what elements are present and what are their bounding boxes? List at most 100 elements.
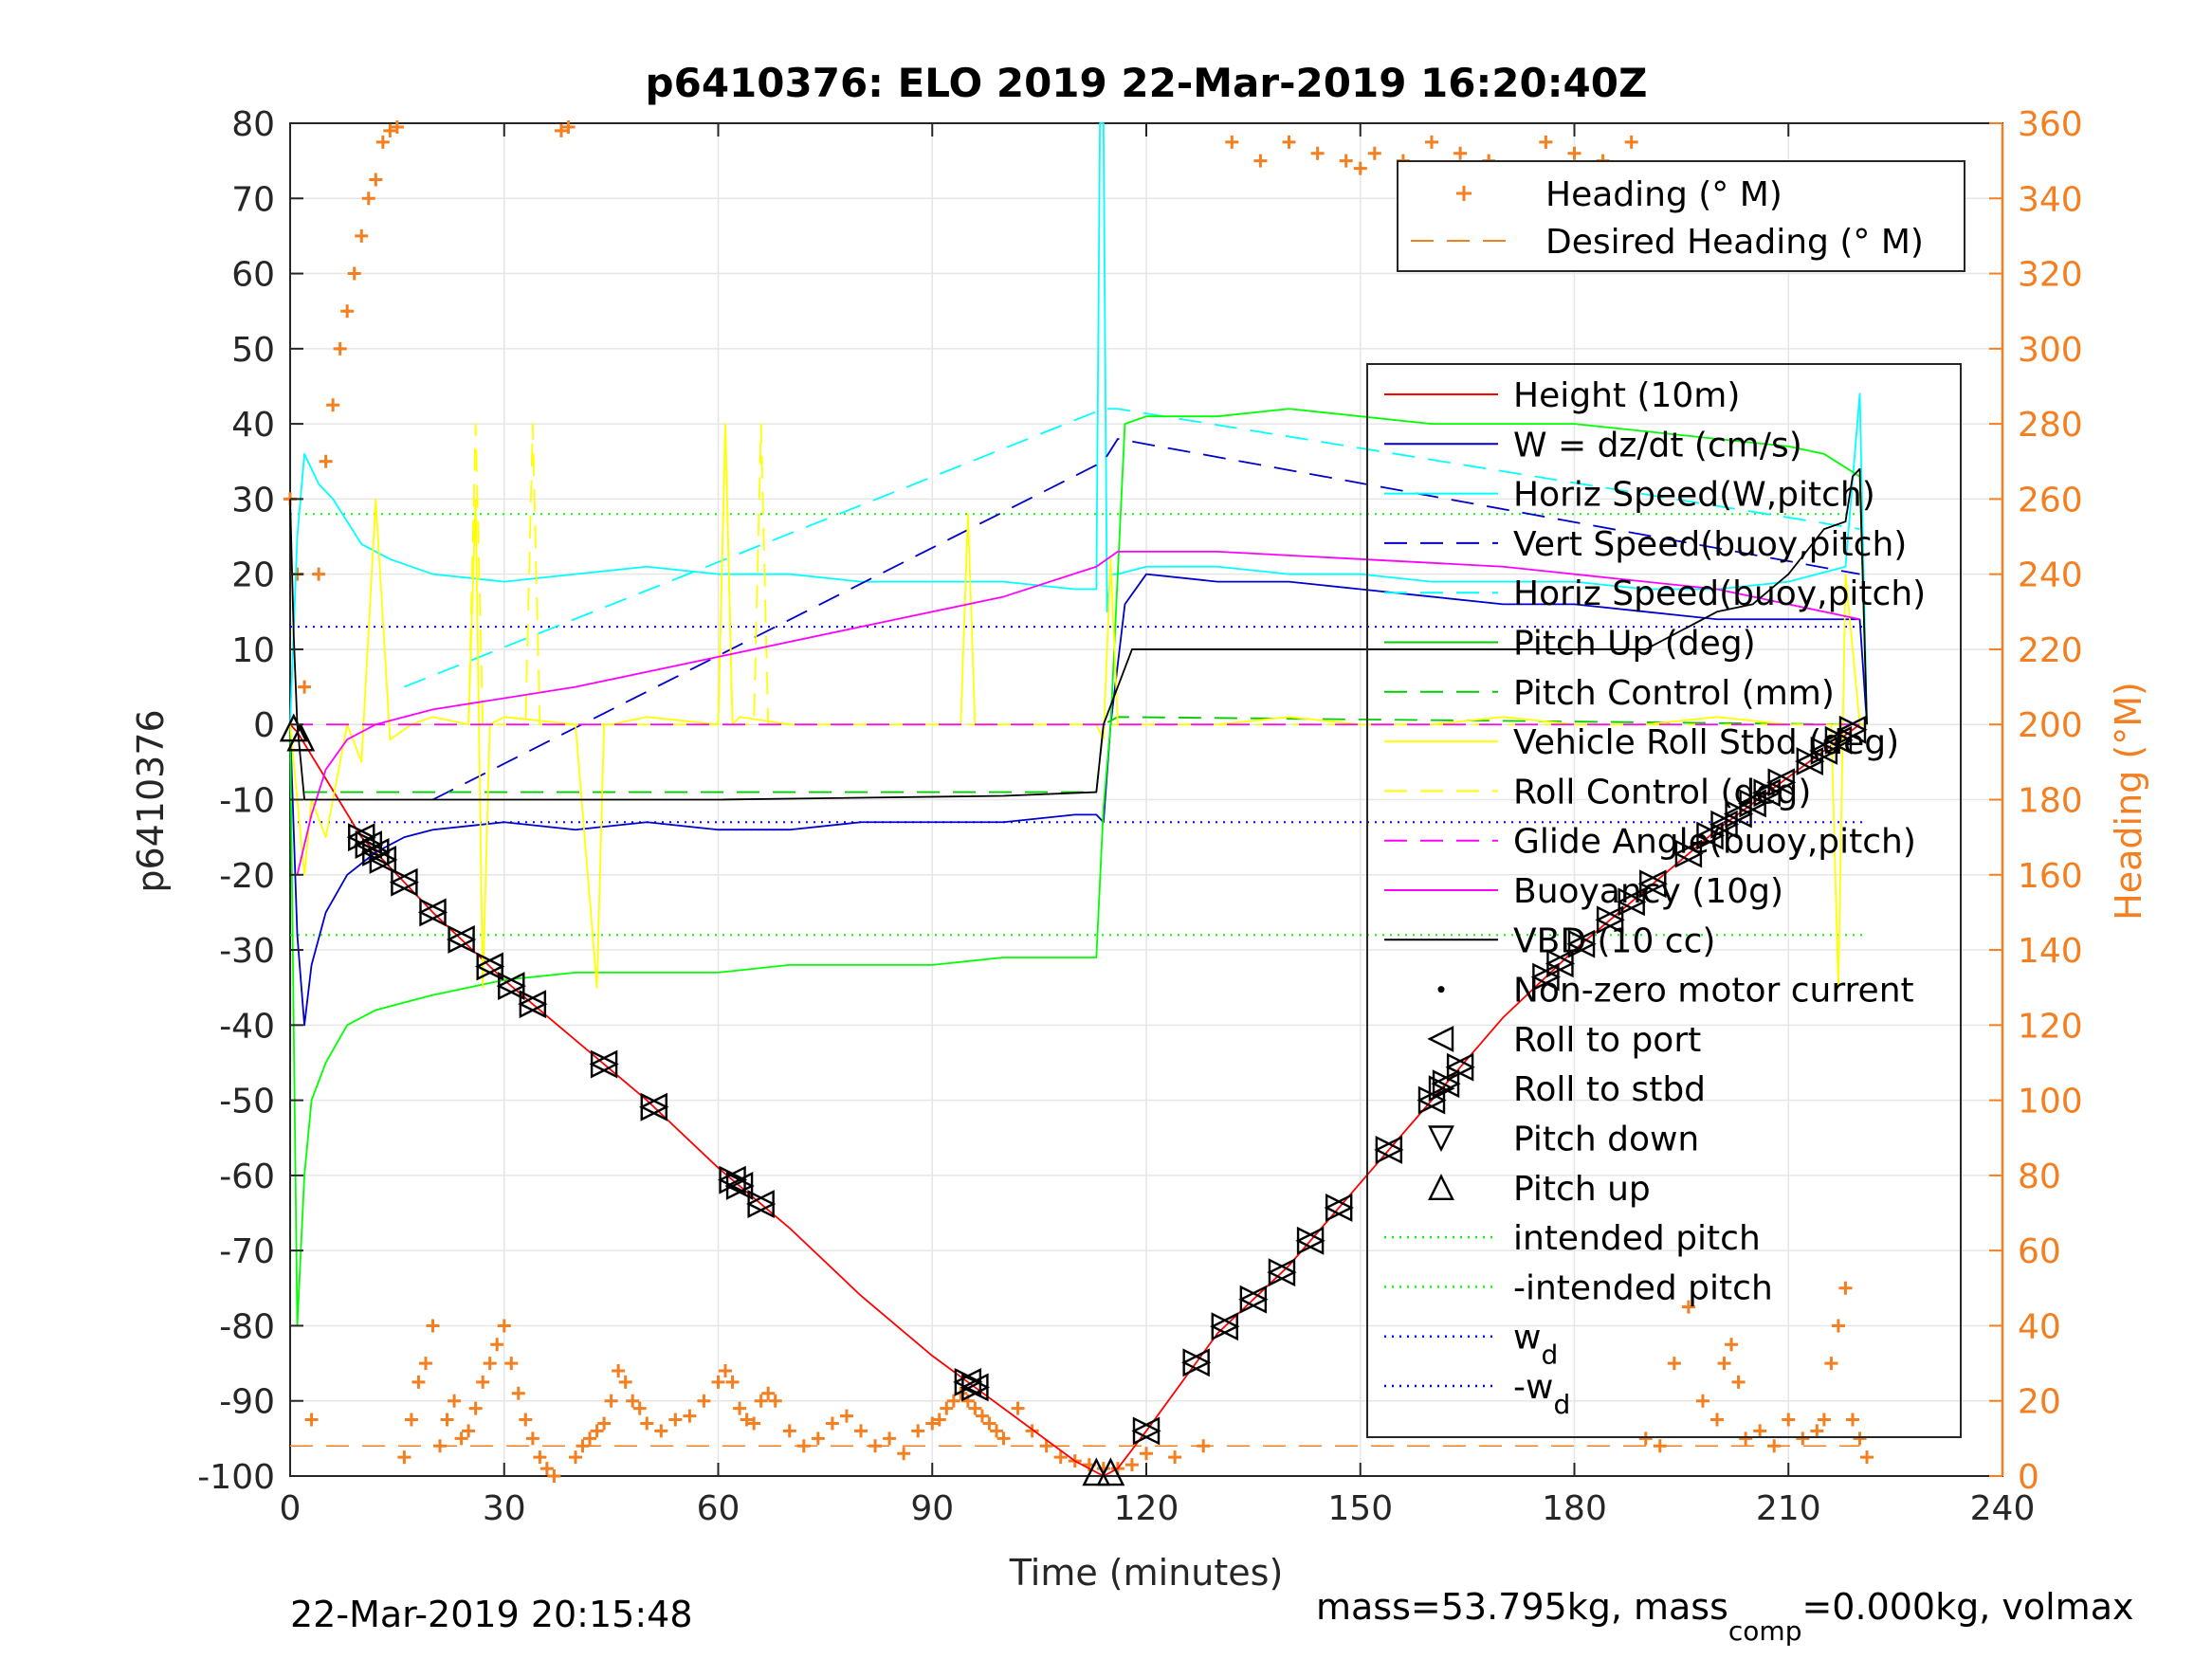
- heading-point: [1824, 1357, 1838, 1371]
- roll-pitch-marker: [419, 898, 448, 927]
- heading-point: [1124, 1458, 1139, 1472]
- y2-axis-label: Heading (°M): [2108, 682, 2149, 921]
- heading-point: [1225, 135, 1239, 149]
- legend-main-entry-name: Vert Speed(buoy,pitch): [1513, 525, 1907, 564]
- roll-pitch-marker: [1709, 810, 1738, 839]
- heading-point: [1039, 1439, 1053, 1453]
- heading-point: [1053, 1450, 1068, 1465]
- legend-main-entry-name: Glide Angle(buoy,pitch): [1513, 823, 1916, 862]
- heading-point: [333, 341, 347, 356]
- heading-point: [347, 266, 361, 281]
- heading-point: [319, 454, 333, 468]
- y-tick-label: 0: [253, 706, 275, 745]
- roll-pitch-marker: [1096, 1457, 1125, 1486]
- x-tick-label: 150: [1327, 1489, 1393, 1528]
- heading-point: [561, 119, 576, 134]
- legend-main: Height (10m) W = dz/dt (cm/s) Horiz Speed(…: [1366, 363, 1962, 1438]
- y-tick-label: -80: [219, 1307, 275, 1346]
- footer-mass: mass=53.795kg, masscomp=0.000kg, volmax: [1316, 1586, 2133, 1647]
- y-tick-label: 80: [231, 105, 275, 144]
- heading-point: [996, 1431, 1011, 1446]
- roll-pitch-marker: [1809, 737, 1838, 765]
- legend-main-entry-name: Pitch up: [1513, 1170, 1651, 1209]
- heading-point: [683, 1409, 697, 1423]
- footer-mass-sub: comp: [1728, 1615, 1802, 1647]
- heading-point: [1853, 1431, 1867, 1446]
- heading-point: [597, 1416, 612, 1431]
- roll-pitch-marker: [1639, 869, 1668, 899]
- legend-heading-entry: Heading (° M): [1545, 175, 1782, 214]
- heading-point: [426, 1319, 440, 1333]
- heading-point: [1339, 154, 1353, 168]
- heading-point: [612, 1364, 626, 1378]
- heading-point: [618, 1375, 632, 1389]
- legend-main-entry: Buoyancy (10g): [1513, 872, 1783, 911]
- heading-point: [1739, 1431, 1753, 1446]
- series-line: [296, 550, 1860, 875]
- heading-point: [511, 1386, 525, 1400]
- heading-point: [1638, 1431, 1653, 1446]
- heading-point: [1695, 1394, 1709, 1408]
- heading-point: [740, 1413, 754, 1427]
- y-tick-label: 10: [231, 631, 275, 670]
- heading-point: [1731, 1375, 1746, 1389]
- heading-point: [1425, 135, 1438, 149]
- roll-pitch-marker: [1180, 1348, 1210, 1377]
- footer-mass-pre: mass=53.795kg, mass: [1316, 1586, 1728, 1628]
- heading-point: [1838, 1281, 1853, 1295]
- x-axis-label: Time (minutes): [1009, 1552, 1284, 1594]
- roll-pitch-marker: [1753, 778, 1782, 808]
- roll-pitch-marker: [589, 1049, 618, 1079]
- legend-main-entry-name: Pitch Up (deg): [1513, 625, 1756, 664]
- heading-point: [411, 1375, 426, 1389]
- y2-tick-label: 260: [2018, 481, 2083, 520]
- y2-tick-label: 160: [2018, 857, 2083, 896]
- y-tick-label: 60: [231, 256, 275, 295]
- heading-point: [782, 1424, 796, 1438]
- heading-point: [932, 1413, 946, 1427]
- heading-point: [754, 1394, 768, 1408]
- heading-point: [1710, 1413, 1724, 1427]
- legend-main-entry: W = dz/dt (cm/s): [1513, 426, 1802, 465]
- y2-tick-label: 140: [2018, 932, 2083, 971]
- x-tick-label: 240: [1970, 1489, 2036, 1528]
- y-tick-label: -40: [219, 1007, 275, 1046]
- heading-point: [811, 1431, 825, 1446]
- roll-pitch-marker: [476, 952, 505, 981]
- heading-point: [448, 1394, 462, 1408]
- legend-main-entry-name: VBD (10 cc): [1513, 921, 1715, 960]
- roll-pitch-marker: [1796, 747, 1825, 776]
- legend-swatch: [1427, 1025, 1454, 1052]
- roll-pitch-marker: [1617, 887, 1645, 917]
- legend-main-entry: Vert Speed(buoy,pitch): [1513, 525, 1907, 564]
- series-line: [290, 423, 1860, 726]
- heading-point: [668, 1413, 683, 1427]
- heading-layer: [283, 119, 1874, 1483]
- legend-main-entry-name: Roll to port: [1513, 1021, 1701, 1060]
- y-tick-label: 40: [231, 406, 275, 445]
- heading-point: [418, 1357, 432, 1371]
- roll-pitch-marker: [1268, 1258, 1297, 1287]
- heading-point: [375, 135, 390, 149]
- legend-main-entry: -wd: [1513, 1368, 1570, 1420]
- heading-point: [369, 173, 383, 187]
- heading-point: [654, 1424, 668, 1438]
- heading-point: [1796, 1431, 1810, 1446]
- roll-pitch-marker: [640, 1092, 669, 1121]
- y2-tick-label: 240: [2018, 556, 2083, 595]
- heading-point: [1310, 146, 1325, 160]
- roll-pitch-marker: [1596, 905, 1625, 935]
- heading-point: [340, 304, 355, 319]
- series-line: [289, 467, 1868, 801]
- heading-point: [1353, 161, 1367, 175]
- legend-main-entry-sub: d: [1541, 1340, 1558, 1371]
- heading-point: [490, 1338, 504, 1352]
- x-tick-label: 210: [1756, 1489, 1821, 1528]
- legend-main-entry-name: Vehicle Roll Stbd (deg): [1513, 723, 1899, 762]
- heading-point: [298, 680, 312, 694]
- legend-main-entry-sub: d: [1553, 1389, 1570, 1420]
- y-tick-label: -90: [219, 1383, 275, 1422]
- heading-point: [632, 1401, 647, 1415]
- legend-main-entry-name: Height (10m): [1513, 376, 1740, 415]
- heading-point: [733, 1401, 747, 1415]
